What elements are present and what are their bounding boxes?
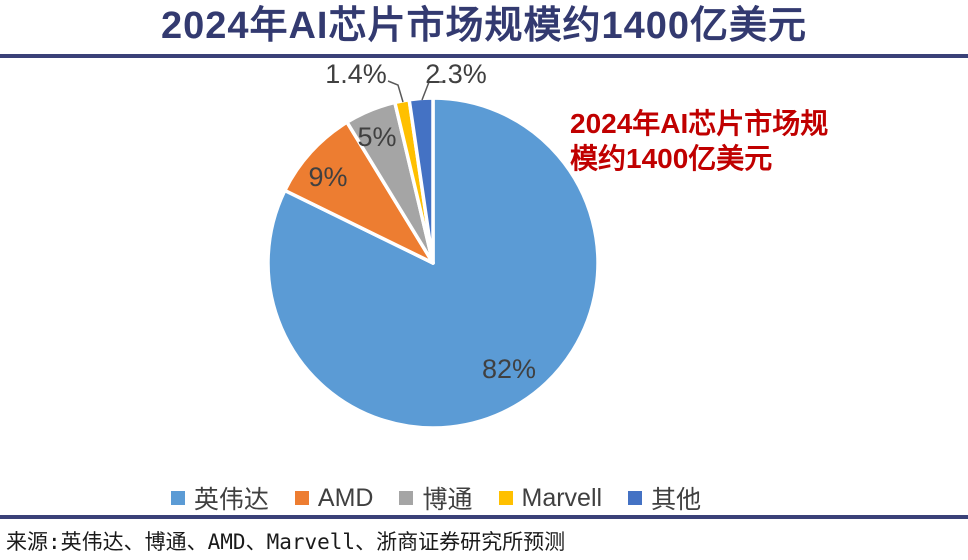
- pie-slice-nvidia: [266, 96, 600, 430]
- title-divider: [0, 54, 968, 58]
- legend-label-amd: AMD: [317, 483, 374, 512]
- legend-swatch-nvidia: [170, 491, 185, 505]
- annotation-line-2: 模约1400亿美元: [570, 143, 773, 174]
- legend-item-others: 其他: [628, 480, 701, 516]
- pie-chart: 82% 9% 5% 1.4% 2.3%: [266, 59, 600, 430]
- data-label-broadcom: 5%: [357, 122, 396, 152]
- legend-label-broadcom: 博通: [422, 486, 473, 514]
- legend-label-nvidia: 英伟达: [193, 486, 269, 514]
- legend-swatch-amd: [294, 491, 309, 505]
- data-label-marvell: 1.4%: [325, 59, 387, 89]
- legend-swatch-marvell: [498, 491, 513, 505]
- legend-label-others: 其他: [651, 486, 702, 514]
- page-title: 2024年AI芯片市场规模约1400亿美元: [160, 5, 808, 47]
- annotation-line-1: 2024年AI芯片市场规: [570, 108, 829, 139]
- pie-slice-others: [407, 96, 435, 265]
- legend-item-broadcom: 博通: [399, 480, 473, 516]
- source-note: 来源:英伟达、博通、AMD、Marvell、浙商证券研究所预测: [6, 530, 566, 554]
- legend-swatch-broadcom: [399, 491, 414, 505]
- legend-item-nvidia: 英伟达: [170, 480, 269, 516]
- legend-swatch-others: [628, 491, 643, 505]
- leader-line-others: [421, 81, 444, 101]
- leader-line-marvell: [387, 80, 404, 103]
- legend-item-amd: AMD: [294, 483, 374, 513]
- chart-annotation: 2024年AI芯片市场规 模约1400亿美元: [570, 106, 828, 176]
- footer-divider: [0, 515, 968, 519]
- pie-slice-amd: [283, 120, 435, 265]
- chart-legend: 英伟达 AMD 博通 Marvell 其他: [0, 480, 872, 516]
- legend-label-marvell: Marvell: [521, 483, 603, 512]
- data-label-nvidia: 82%: [482, 354, 536, 384]
- data-label-amd: 9%: [308, 162, 347, 192]
- data-label-others: 2.3%: [425, 59, 487, 89]
- legend-item-marvell: Marvell: [498, 483, 603, 513]
